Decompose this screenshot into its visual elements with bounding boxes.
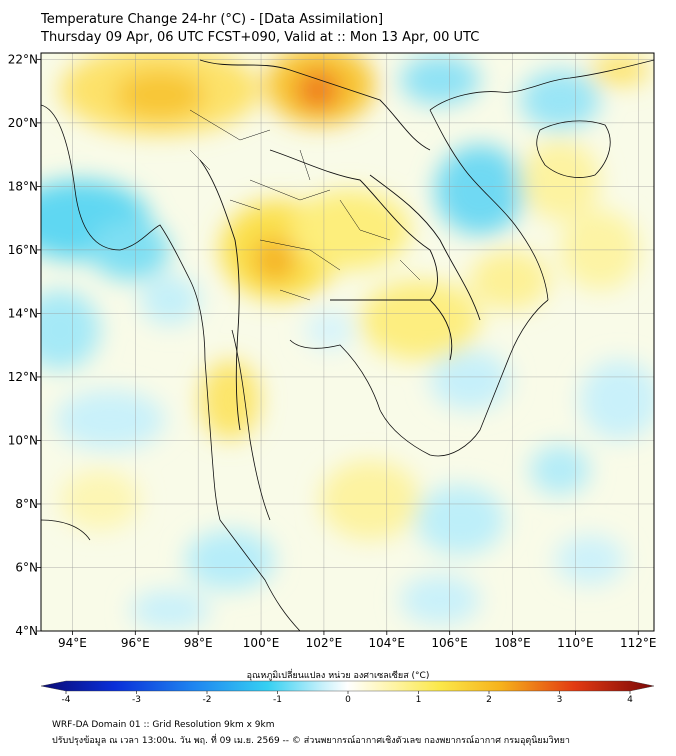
coastline-peninsula bbox=[219, 519, 301, 631]
colorbar-ticks: -4 -3 -2 -1 0 1 2 3 4 bbox=[62, 691, 633, 705]
border-cambodia bbox=[329, 299, 453, 361]
border-china-north bbox=[199, 59, 431, 151]
coastline-vietnam bbox=[429, 109, 549, 301]
latitude-axis: 4°N 6°N 8°N 10°N 12°N 14°N 16°N 18°N 20°N 22°N bbox=[8, 52, 41, 638]
lat-tick-label: 8°N bbox=[15, 497, 38, 511]
lon-tick-label: 94°E bbox=[58, 636, 87, 650]
footer-model-info: WRF-DA Domain 01 :: Grid Resolution 9km … bbox=[52, 720, 275, 730]
lon-tick-label: 110°E bbox=[557, 636, 594, 650]
colorbar-tick-label: 4 bbox=[627, 695, 633, 705]
lon-tick-label: 100°E bbox=[243, 636, 280, 650]
coastlines-and-borders bbox=[41, 59, 654, 631]
colorbar-tick-label: 0 bbox=[345, 695, 351, 705]
lon-tick-label: 108°E bbox=[494, 636, 531, 650]
longitude-axis: 94°E 96°E 98°E 100°E 102°E 104°E 106°E 108°E 110… bbox=[58, 631, 657, 650]
border-thailand-myanmar bbox=[199, 159, 241, 431]
colorbar-tick-label: -2 bbox=[203, 695, 212, 705]
colorbar-tick-label: 3 bbox=[557, 695, 563, 705]
lat-tick-label: 6°N bbox=[15, 560, 38, 574]
lon-tick-label: 102°E bbox=[306, 636, 343, 650]
lon-tick-label: 106°E bbox=[431, 636, 468, 650]
colorbar: -4 -3 -2 -1 0 1 2 3 4 bbox=[40, 680, 655, 705]
coastline-hainan bbox=[536, 120, 611, 178]
lon-tick-label: 104°E bbox=[369, 636, 406, 650]
lon-tick-label: 98°E bbox=[184, 636, 213, 650]
lon-tick-label: 96°E bbox=[121, 636, 150, 650]
colorbar-bar bbox=[40, 680, 655, 692]
colorbar-tick-label: 1 bbox=[416, 695, 422, 705]
lat-tick-label: 20°N bbox=[8, 116, 38, 130]
colorbar-tick-label: -4 bbox=[62, 695, 71, 705]
province-lines bbox=[189, 109, 421, 301]
coastline-china bbox=[429, 59, 654, 111]
lat-tick-label: 14°N bbox=[8, 306, 38, 320]
border-thailand-laos bbox=[269, 149, 438, 301]
colorbar-title: อุณหภูมิเปลี่ยนแปลง หน่วย องศาเซลเซียส (… bbox=[246, 671, 430, 681]
lat-tick-label: 4°N bbox=[15, 624, 38, 638]
footer-credit: ปรับปรุงข้อมูล ณ เวลา 13:00น. วัน พฤ. ที… bbox=[52, 736, 570, 746]
lon-tick-label: 112°E bbox=[620, 636, 657, 650]
temperature-field bbox=[41, 53, 654, 631]
map-title: Temperature Change 24-hr (°C) - [Data As… bbox=[41, 12, 384, 27]
lat-tick-label: 12°N bbox=[8, 370, 38, 384]
coastline-gulf bbox=[231, 299, 549, 521]
colorbar-tick-label: 2 bbox=[486, 695, 492, 705]
lat-tick-label: 22°N bbox=[8, 52, 38, 66]
lat-tick-label: 16°N bbox=[8, 243, 38, 257]
colorbar-tick-label: -3 bbox=[132, 695, 141, 705]
coastline-west bbox=[41, 104, 221, 521]
border-laos-vietnam bbox=[369, 174, 481, 321]
lat-tick-label: 18°N bbox=[8, 179, 38, 193]
gridlines bbox=[41, 53, 654, 631]
colorbar-tick-label: -1 bbox=[273, 695, 282, 705]
map-subtitle: Thursday 09 Apr, 06 UTC FCST+090, Valid … bbox=[41, 30, 480, 45]
plot-frame bbox=[40, 52, 655, 632]
coastline-sumatra bbox=[41, 519, 91, 541]
lat-tick-label: 10°N bbox=[8, 433, 38, 447]
